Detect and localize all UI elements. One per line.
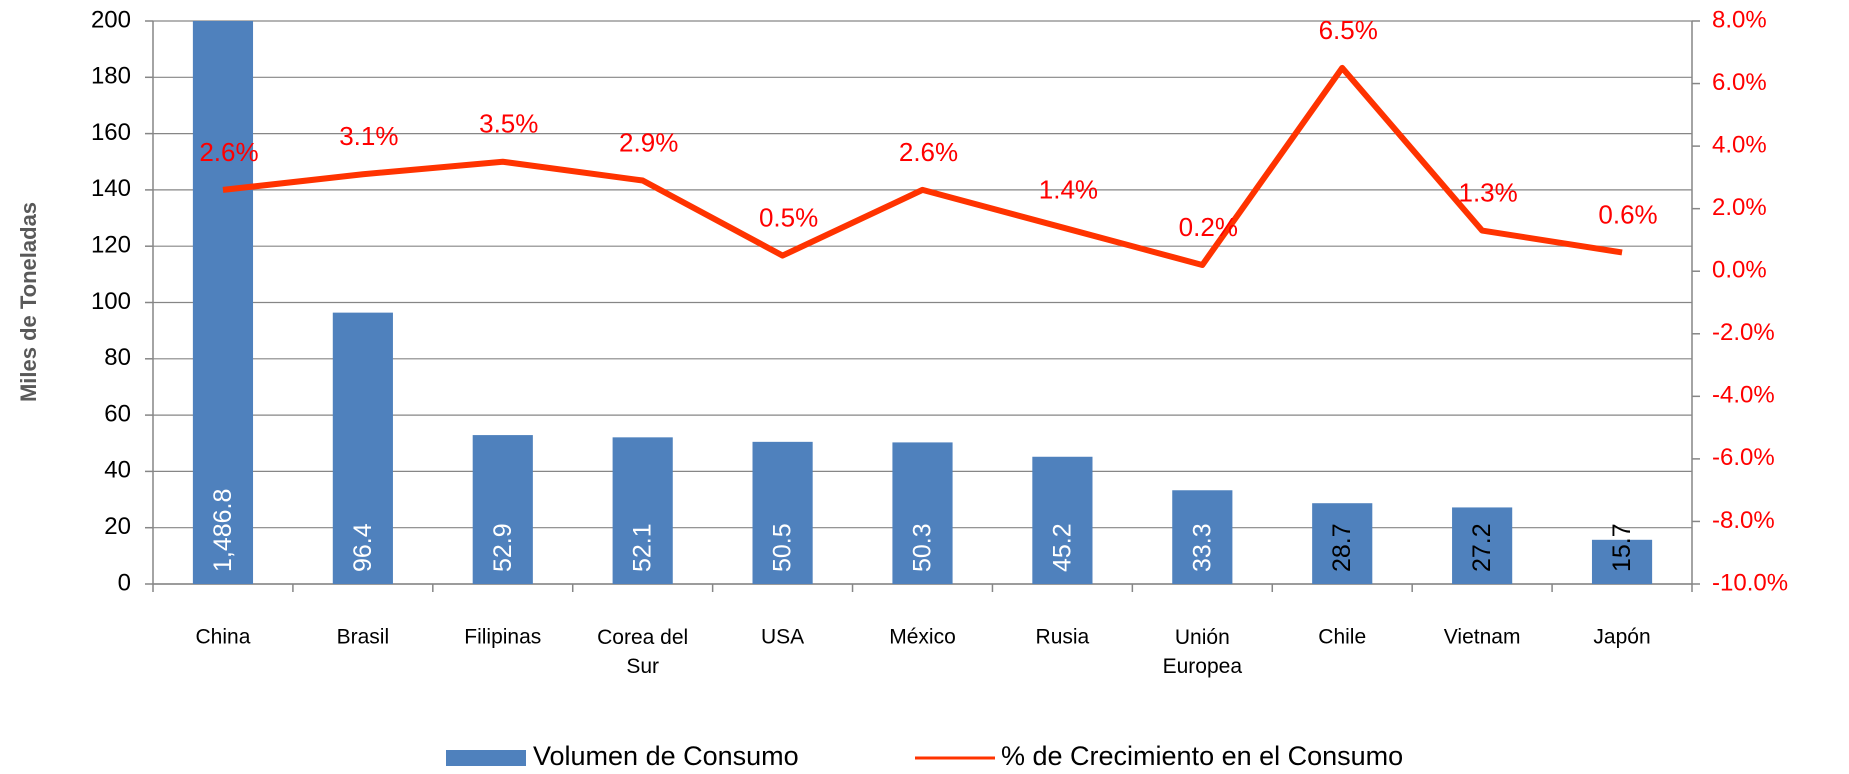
bar-value-label: 52.1	[629, 523, 657, 572]
y-tick-label: 0	[118, 569, 131, 596]
bar-value-label: 52.9	[489, 523, 517, 572]
x-tick-label: Unión Europea	[1163, 626, 1243, 678]
line-value-label: 3.5%	[479, 109, 538, 139]
y-tick-label: 160	[91, 119, 131, 146]
bar	[1172, 490, 1233, 584]
x-tick-label: Rusia	[1036, 626, 1090, 649]
y2-tick-label: 0.0%	[1712, 257, 1767, 284]
y-tick-label: 80	[104, 344, 131, 371]
bar	[1032, 456, 1093, 584]
y2-tick-label: 6.0%	[1712, 69, 1767, 96]
line-value-label: 0.2%	[1179, 212, 1238, 242]
x-tick-label: Filipinas	[464, 626, 541, 649]
y2-tick-label: 2.0%	[1712, 194, 1767, 221]
line-value-label: 2.9%	[619, 127, 678, 157]
line-value-label: 2.6%	[199, 137, 258, 167]
bar-value-label: 96.4	[349, 523, 377, 572]
y-tick-label: 100	[91, 288, 131, 315]
bar-value-label: 28.7	[1328, 523, 1356, 572]
x-tick-label: China	[196, 626, 251, 649]
y-tick-label: 120	[91, 232, 131, 259]
y2-tick-label: -4.0%	[1712, 382, 1775, 409]
bar	[1312, 503, 1373, 584]
bar-value-label: 45.2	[1048, 523, 1076, 572]
bar	[192, 21, 254, 584]
line-value-label: 2.6%	[899, 137, 958, 167]
line-value-label: 1.3%	[1459, 177, 1518, 207]
y2-tick-label: -8.0%	[1712, 507, 1775, 534]
bar	[1452, 507, 1513, 584]
line	[222, 64, 1623, 268]
line-value-label: 6.5%	[1319, 15, 1378, 45]
bar	[752, 441, 813, 584]
bar-value-label: 15.7	[1608, 523, 1636, 572]
y-tick-label: 140	[91, 175, 131, 202]
x-tick-label: México	[889, 626, 956, 649]
legend-swatch	[446, 750, 526, 766]
y2-tick-label: -6.0%	[1712, 444, 1775, 471]
y-tick-label: 180	[91, 63, 131, 90]
x-tick-label: USA	[761, 626, 804, 649]
line-value-label: 0.5%	[759, 202, 818, 232]
line-value-label: 0.6%	[1598, 199, 1657, 229]
bar-value-label: 50.5	[769, 523, 797, 572]
x-tick-label: Brasil	[337, 626, 390, 649]
bar	[472, 435, 533, 584]
y-tick-label: 60	[104, 400, 131, 427]
y-tick-label: 200	[91, 6, 131, 33]
bar-value-label: 1,486.8	[209, 489, 237, 572]
bar	[332, 312, 393, 584]
bar	[892, 442, 953, 584]
bar	[1591, 539, 1653, 584]
bar-value-label: 27.2	[1468, 523, 1496, 572]
legend-label: Volumen de Consumo	[533, 741, 799, 771]
line-value-label: 1.4%	[1039, 174, 1098, 204]
x-tick-label: Vietnam	[1444, 626, 1521, 649]
y-tick-label: 20	[104, 513, 131, 540]
y2-tick-label: 4.0%	[1712, 131, 1767, 158]
y2-tick-label: -10.0%	[1712, 569, 1788, 596]
plot-area	[192, 21, 1653, 584]
x-tick-label: Corea del Sur	[597, 626, 688, 678]
y-tick-label: 40	[104, 457, 131, 484]
bar-value-label: 33.3	[1188, 523, 1216, 572]
y2-tick-label: -2.0%	[1712, 319, 1775, 346]
line-value-label: 3.1%	[339, 121, 398, 151]
legend-label: % de Crecimiento en el Consumo	[1001, 741, 1403, 771]
y2-tick-label: 8.0%	[1712, 6, 1767, 33]
bar-value-label: 50.3	[909, 523, 937, 572]
x-tick-label: Japón	[1593, 626, 1650, 649]
bar	[612, 437, 673, 584]
x-tick-label: Chile	[1318, 626, 1366, 649]
y-axis-label: Miles de Toneladas	[16, 202, 41, 402]
